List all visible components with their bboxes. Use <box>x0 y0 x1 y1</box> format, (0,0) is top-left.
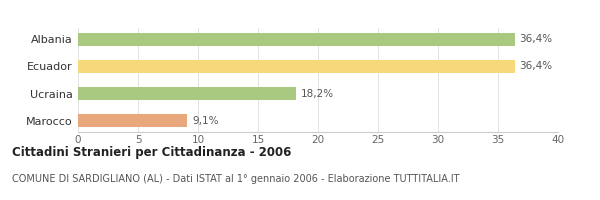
Bar <box>78 60 515 73</box>
Legend: Europa, America, Africa: Europa, America, Africa <box>222 0 414 3</box>
Bar <box>78 87 296 100</box>
Text: 36,4%: 36,4% <box>520 34 553 44</box>
Text: 9,1%: 9,1% <box>192 116 218 126</box>
Text: 36,4%: 36,4% <box>520 61 553 71</box>
Bar <box>78 114 187 127</box>
Text: 18,2%: 18,2% <box>301 89 334 99</box>
Text: Cittadini Stranieri per Cittadinanza - 2006: Cittadini Stranieri per Cittadinanza - 2… <box>12 146 292 159</box>
Bar <box>78 33 515 46</box>
Text: COMUNE DI SARDIGLIANO (AL) - Dati ISTAT al 1° gennaio 2006 - Elaborazione TUTTIT: COMUNE DI SARDIGLIANO (AL) - Dati ISTAT … <box>12 174 460 184</box>
